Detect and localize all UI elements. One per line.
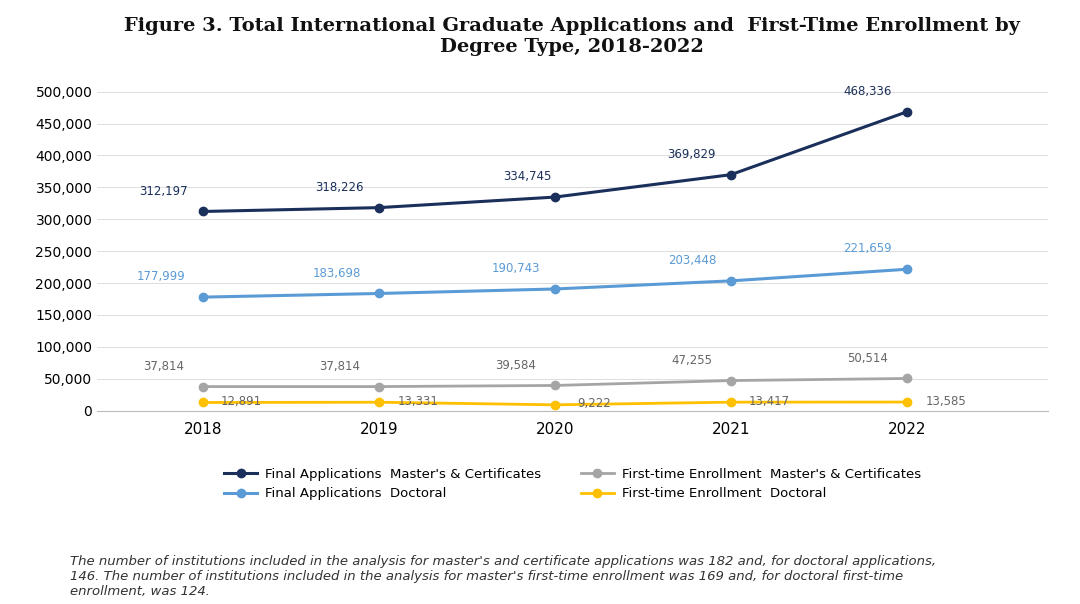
Text: 13,417: 13,417 — [750, 394, 791, 408]
Text: 39,584: 39,584 — [496, 359, 537, 371]
Text: 318,226: 318,226 — [315, 181, 364, 194]
Text: 183,698: 183,698 — [313, 266, 362, 280]
Text: 47,255: 47,255 — [672, 354, 713, 367]
Legend: Final Applications  Master's & Certificates, Final Applications  Doctoral, First: Final Applications Master's & Certificat… — [217, 461, 928, 507]
Text: 12,891: 12,891 — [221, 395, 262, 408]
Text: 312,197: 312,197 — [139, 185, 188, 198]
Text: 468,336: 468,336 — [843, 85, 892, 98]
Text: 37,814: 37,814 — [144, 360, 185, 373]
Text: 37,814: 37,814 — [320, 360, 361, 373]
Text: 13,585: 13,585 — [926, 394, 967, 408]
Text: 9,222: 9,222 — [577, 397, 610, 410]
Text: 369,829: 369,829 — [667, 148, 716, 161]
Text: 13,331: 13,331 — [397, 395, 438, 408]
Text: 177,999: 177,999 — [137, 270, 186, 283]
Text: 190,743: 190,743 — [491, 262, 540, 275]
Text: 221,659: 221,659 — [843, 242, 892, 255]
Text: The number of institutions included in the analysis for master's and certificate: The number of institutions included in t… — [70, 555, 936, 598]
Text: 203,448: 203,448 — [667, 254, 716, 267]
Text: 334,745: 334,745 — [503, 170, 551, 183]
Text: 50,514: 50,514 — [848, 352, 889, 365]
Title: Figure 3. Total International Graduate Applications and  First-Time Enrollment b: Figure 3. Total International Graduate A… — [124, 17, 1021, 56]
